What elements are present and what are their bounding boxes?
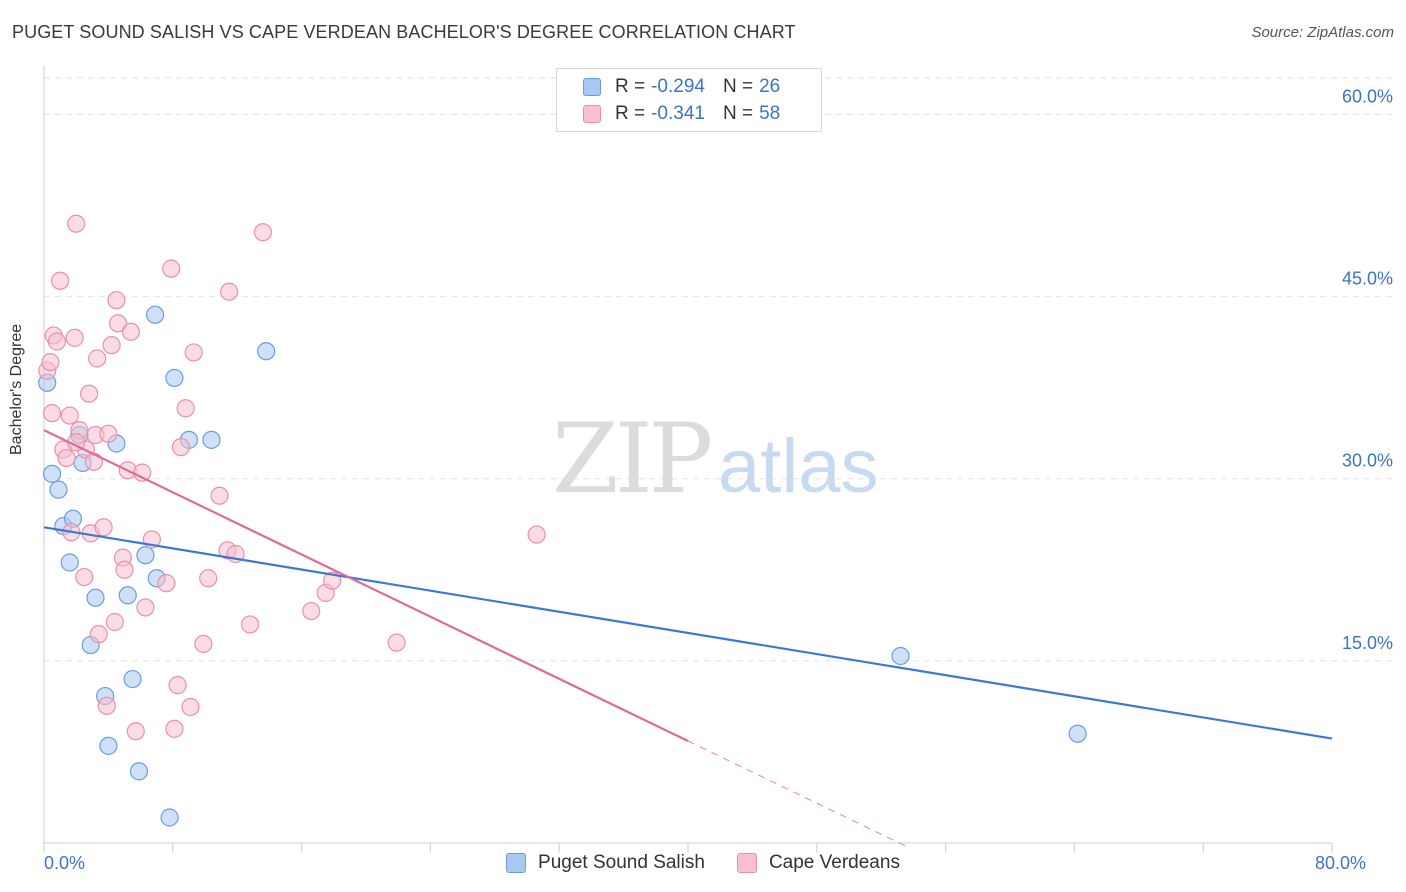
legend-item-puget[interactable]: Puget Sound Salish [506,852,705,874]
stats-r-label: R = [615,103,646,124]
cape-point [107,291,126,310]
cape-point [47,332,66,351]
legend-swatch-puget [506,853,527,873]
legend-label-cape: Cape Verdeans [768,852,900,873]
cape-point [121,322,141,341]
puget-point [60,553,79,572]
stats-r-value: -0.294 [651,76,705,97]
x-tick-label: 0.0% [44,853,85,873]
cape-point [108,314,128,333]
cape-point [84,452,104,471]
source-label: Source: ZipAtlas.com [1251,24,1394,41]
puget-point [123,669,142,689]
y-axis-label: Bachelor's Degree [8,323,25,455]
puget-point [86,588,105,607]
cape-point [79,384,99,403]
legend: Puget Sound Salish Cape Verdeans [0,852,1406,874]
stats-n-value: 26 [759,76,781,97]
stats-row-puget: R = -0.294 N = 26 [583,75,780,99]
cape-point [184,343,203,362]
cape-point [89,625,108,644]
cape-point [387,633,406,652]
stats-swatch-puget [583,78,601,96]
cape-point [240,615,260,634]
cape-point [181,697,200,717]
watermark-atlas: atlas [718,424,879,509]
cape-point [115,560,134,579]
cape-point [157,574,176,593]
cape-point [94,518,113,537]
stats-box: R = -0.294 N = 26 R = -0.341 N = 58 [556,68,822,132]
cape-point [88,349,107,368]
stats-n-label: N = [722,76,754,97]
cape-point [67,214,86,233]
cape-point [302,601,321,621]
cape-point [99,424,118,443]
cape-point [168,676,187,695]
cape-point [41,353,60,372]
cape-point [176,399,195,418]
stats-n-label: N = [722,103,754,124]
legend-swatch-cape [736,853,757,873]
puget-point [202,430,221,449]
legend-item-cape[interactable]: Cape Verdeans [736,852,900,874]
puget-point [99,736,118,755]
stats-swatch-cape [583,105,601,123]
cape-point [102,336,121,355]
x-tick-label: 80.0% [1315,853,1366,873]
cape-point [220,282,239,301]
puget-point [145,305,165,324]
stats-row-cape: R = -0.341 N = 58 [583,102,780,126]
y-tick-label: 45.0% [1342,269,1393,289]
puget-point [160,808,179,827]
chart-title: PUGET SOUND SALISH VS CAPE VERDEAN BACHE… [12,22,796,42]
cape-point [165,719,184,738]
y-tick-label: 30.0% [1342,451,1393,471]
puget-point [257,342,276,361]
cape-point [323,571,342,590]
puget-point [129,762,149,781]
cape-point [253,223,273,242]
cape-point [97,696,116,715]
cape-point [105,612,124,632]
puget-point [118,586,137,605]
cape-point [210,486,229,505]
cape-point [50,271,70,290]
y-tick-label: 60.0% [1342,86,1393,106]
watermark-zip: ZIP [552,403,711,515]
puget-trend-line [43,526,1333,740]
puget-point [136,546,155,565]
cape-point [57,448,76,468]
legend-label-puget: Puget Sound Salish [538,852,705,873]
cape-point [60,406,79,425]
cape-point [136,598,155,617]
stats-r-label: R = [615,76,646,97]
cape-point [65,328,84,347]
cape-point [199,569,218,588]
cape-point [75,567,94,587]
cape-trend-line [43,429,689,742]
stats-n-value: 58 [759,103,781,124]
puget-point [165,368,184,388]
puget-point [891,646,910,666]
cape-point [162,259,181,278]
puget-point [42,464,62,483]
puget-point [49,480,68,499]
cape-point [42,404,62,423]
cape-point [194,634,213,653]
cape-point [126,722,145,741]
cape-point [171,438,190,457]
puget-point [1068,724,1087,743]
y-tick-label: 15.0% [1342,633,1393,653]
cape-trend-extension [687,740,906,847]
cape-point [527,525,546,544]
stats-r-value: -0.341 [651,103,705,124]
